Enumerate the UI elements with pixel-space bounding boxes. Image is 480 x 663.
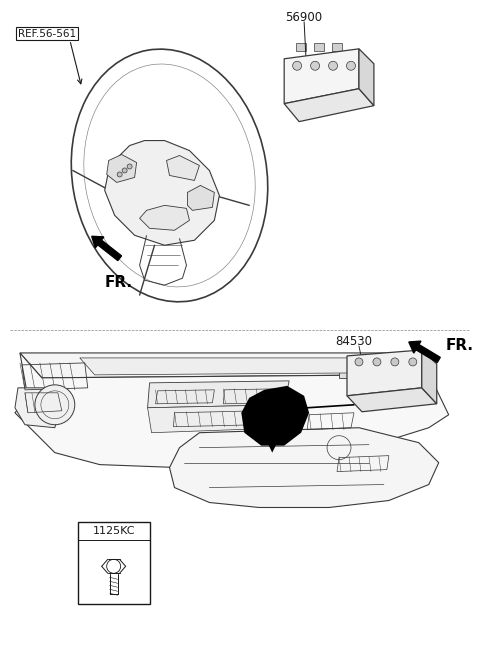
Bar: [422, 364, 430, 376]
Text: REF.56-561: REF.56-561: [18, 29, 76, 39]
Bar: [314, 43, 324, 51]
Polygon shape: [167, 156, 199, 180]
Circle shape: [373, 358, 381, 366]
Polygon shape: [284, 89, 374, 121]
Polygon shape: [80, 358, 379, 375]
Bar: [296, 43, 306, 51]
Circle shape: [311, 61, 320, 70]
Polygon shape: [264, 436, 277, 453]
Polygon shape: [147, 381, 289, 408]
FancyArrow shape: [92, 236, 121, 261]
Text: 56900: 56900: [286, 11, 323, 24]
Polygon shape: [15, 353, 449, 467]
Ellipse shape: [84, 64, 255, 287]
Circle shape: [409, 358, 417, 366]
Text: 84530: 84530: [336, 335, 372, 348]
FancyArrow shape: [409, 341, 440, 363]
Polygon shape: [107, 154, 137, 182]
Polygon shape: [140, 206, 190, 230]
Polygon shape: [422, 350, 437, 404]
Circle shape: [122, 168, 127, 173]
Circle shape: [35, 385, 75, 425]
Circle shape: [117, 172, 122, 177]
Polygon shape: [241, 386, 309, 446]
Circle shape: [347, 61, 356, 70]
Circle shape: [127, 164, 132, 169]
Polygon shape: [105, 141, 219, 245]
Bar: [332, 43, 342, 51]
Bar: [339, 366, 347, 378]
Text: FR.: FR.: [446, 338, 474, 353]
Polygon shape: [20, 353, 419, 378]
Polygon shape: [15, 388, 60, 428]
Text: FR.: FR.: [105, 275, 132, 290]
Polygon shape: [359, 49, 374, 105]
Polygon shape: [169, 428, 439, 507]
Polygon shape: [347, 350, 422, 396]
Polygon shape: [188, 186, 215, 210]
Circle shape: [328, 61, 337, 70]
Polygon shape: [284, 49, 359, 103]
Text: 1125KC: 1125KC: [93, 526, 135, 536]
Circle shape: [391, 358, 399, 366]
Polygon shape: [147, 405, 289, 433]
Polygon shape: [347, 388, 437, 412]
Circle shape: [293, 61, 301, 70]
Circle shape: [355, 358, 363, 366]
Bar: [78, 522, 150, 604]
